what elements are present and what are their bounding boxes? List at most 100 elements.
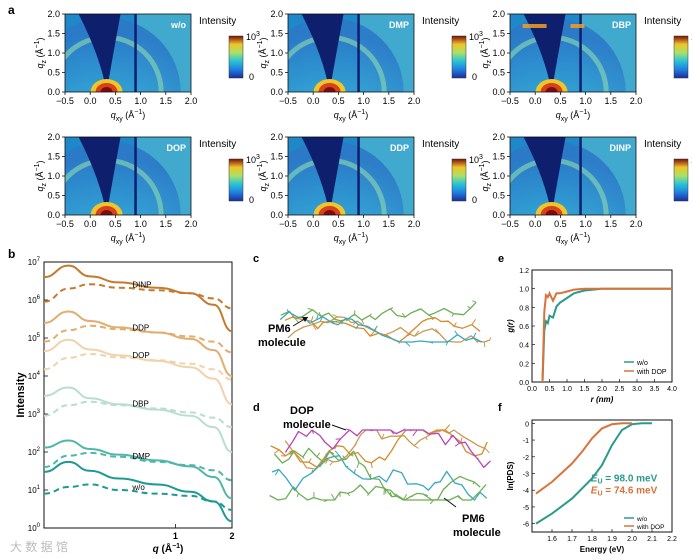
series-label-DINP: DINP (132, 280, 151, 289)
giwaxs-xtick-label: 0.0 (84, 219, 97, 229)
giwaxs-xtick-label: −0.5 (501, 96, 519, 106)
giwaxs-ytick-label: 1.0 (47, 48, 60, 58)
blend-d-branch (319, 461, 324, 468)
giwaxs-xlabel: qxy (Å−1) (556, 232, 591, 246)
plot-e-ytick-label: 0.2 (519, 361, 529, 368)
pm6-c-branch (361, 319, 365, 324)
giwaxs-xtick-label: 1.5 (383, 96, 396, 106)
blend-d-branch (485, 448, 490, 454)
giwaxs-xtick-label: 0.5 (554, 219, 567, 229)
plot-b-ytick-label: 103 (28, 409, 41, 419)
colorbar-max-label-part-1: 3 (256, 154, 260, 161)
giwaxs-xlabel-part-0: q (556, 233, 561, 243)
blend-d-branch (334, 450, 340, 457)
plot-b-ytick-label-part-0: 10 (28, 334, 37, 343)
series-label-DDP: DDP (132, 323, 149, 332)
colorbar-max-label-part-1: 3 (479, 31, 483, 38)
colorbar-max-label-part-0: 10 (246, 155, 256, 165)
plot-f-ytick-label: -5 (523, 505, 529, 512)
series-dashed-DINP (44, 283, 232, 310)
series-dashed-DDP (44, 324, 232, 354)
giwaxs-xtick-label: 0.5 (109, 219, 122, 229)
plot-f-legend-label-0: w/o (636, 516, 648, 523)
giwaxs-hotspot-core (323, 87, 336, 92)
giwaxs-ytick-label: 0.5 (492, 191, 505, 201)
pm6-label-line2: molecule (258, 337, 306, 349)
giwaxs-sample-label: w/o (170, 20, 187, 30)
panel-label-d: d (253, 402, 260, 414)
plot-f-ytick-label: 0 (525, 421, 529, 428)
giwaxs-ylabel-part-4: ) (258, 160, 268, 163)
giwaxs-missing-wedge (301, 14, 344, 92)
plot-e-legend-label-1: with DOP (636, 369, 667, 376)
plot-e-xtick-label: 4.0 (667, 386, 677, 393)
series-solid-DDP (44, 310, 232, 377)
plot-b-ytick-label: 102 (28, 447, 41, 457)
giwaxs-xlabel: qxy (Å−1) (556, 109, 591, 123)
giwaxs-ylabel-part-1: z (41, 182, 48, 186)
giwaxs-xlabel-part-4: ) (587, 233, 590, 243)
giwaxs-hotspot-core (100, 210, 113, 215)
giwaxs-sample-label: DOP (166, 143, 186, 153)
giwaxs-image-5 (510, 137, 636, 215)
giwaxs-ytick-label: 0.5 (270, 68, 283, 78)
giwaxs-xtick-label: 2.0 (185, 219, 198, 229)
blend-d-branch (444, 424, 451, 431)
giwaxs-detector-gap (357, 14, 360, 92)
colorbar-title: Intensity (199, 16, 236, 27)
giwaxs-ytick-label: 1.5 (270, 29, 283, 39)
giwaxs-ylabel-part-2: (Å (480, 48, 490, 60)
plot-b-ytick-label-part-0: 10 (28, 372, 37, 381)
plot-b-ytick-label-part-1: 7 (37, 257, 41, 263)
plot-b-ytick-label-part-1: 1 (37, 485, 41, 491)
blend-d-branch (308, 458, 312, 463)
giwaxs-detector-gap (134, 137, 137, 215)
plot-b-ytick-label: 104 (28, 371, 41, 381)
giwaxs-xlabel-part-2: (Å (123, 110, 135, 120)
pm6-c-chain-2 (284, 316, 481, 343)
giwaxs-xlabel-part-2: (Å (568, 110, 580, 120)
plot-f-ytick-label: -6 (523, 522, 529, 529)
giwaxs-detector-gap (357, 137, 360, 215)
plot-e-ytick-label: 0.0 (519, 380, 529, 387)
giwaxs-xlabel-part-3: −1 (134, 109, 142, 116)
watermark: 大 数 据 馆 (10, 539, 68, 554)
giwaxs-xlabel-part-1: xy (116, 116, 124, 123)
giwaxs-xtick-label: 1.0 (357, 219, 370, 229)
colorbar-gradient (451, 35, 467, 79)
giwaxs-ytick-label: 1.0 (492, 48, 505, 58)
plot-e-frame (531, 269, 673, 383)
plot-b-xlabel-part-3: ) (180, 544, 183, 555)
giwaxs-ylabel-part-2: (Å (258, 171, 268, 183)
giwaxs-xtick-label: 0.5 (332, 96, 345, 106)
series-solid-DMP (44, 439, 232, 500)
plot-b-ylabel: Intensity (15, 372, 27, 418)
panel-label-e: e (498, 253, 504, 265)
giwaxs-ytick-label: 0.0 (47, 87, 60, 97)
giwaxs-ytick-label: 2.0 (270, 9, 283, 19)
plot-b-xlabel-part-0: q (153, 544, 159, 555)
plot-e-ytick-label: 0.8 (519, 305, 529, 312)
giwaxs-xlabel-part-1: xy (116, 239, 124, 246)
giwaxs-xlabel-part-1: xy (561, 116, 569, 123)
plot-e-ytick-label: 1.0 (519, 287, 529, 294)
pm6-c-branch (405, 341, 411, 347)
giwaxs-dbp-arc-right (570, 24, 585, 28)
giwaxs-ylabel-part-0: q (35, 186, 45, 191)
series-solid-DOP (44, 338, 232, 406)
blend-d-chain-2 (270, 429, 488, 468)
giwaxs-ytick-label: 0.0 (47, 210, 60, 220)
pm6-c-branch (332, 314, 338, 318)
pm6-c-chain-3 (279, 311, 482, 343)
giwaxs-xlabel-part-4: ) (142, 110, 145, 120)
dop-pm6-blend-structure (269, 424, 491, 505)
plot-b-ytick-label-part-0: 10 (28, 296, 37, 305)
giwaxs-xtick-label: 1.5 (605, 96, 618, 106)
blend-d-branch (273, 449, 280, 454)
giwaxs-ytick-label: 1.0 (270, 171, 283, 181)
colorbar-max-label: 103 (469, 31, 483, 42)
blend-d-branch (381, 433, 385, 440)
plot-f-series-1 (535, 422, 632, 495)
